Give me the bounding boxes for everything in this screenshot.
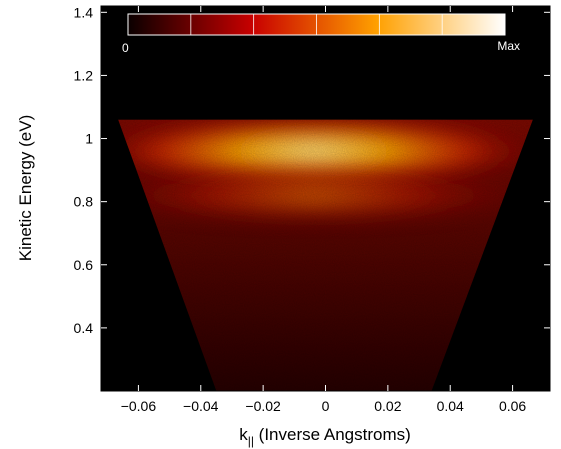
y-tick-label: 0.6 [74, 257, 94, 273]
colorbar-min-label: 0 [122, 41, 129, 55]
y-axis: 0.4 0.6 0.8 1 1.2 1.4 [74, 4, 550, 336]
x-tick-label: −0.02 [245, 398, 281, 414]
colorbar-max-label: Max [497, 39, 520, 53]
y-axis-label: Kinetic Energy (eV) [16, 115, 35, 261]
y-tick-label: 1.4 [74, 4, 94, 20]
x-tick-label: −0.06 [121, 398, 157, 414]
x-axis-label: k|| (Inverse Angstroms) [239, 425, 411, 448]
y-tick-label: 0.8 [74, 194, 94, 210]
y-tick-label: 0.4 [74, 320, 94, 336]
x-tick-label: 0.02 [374, 398, 401, 414]
x-axis: −0.06 −0.04 −0.02 0 0.02 0.04 0.06 [121, 6, 526, 414]
colorbar: 0 Max [122, 13, 520, 55]
y-tick-label: 1 [85, 131, 93, 147]
x-tick-label: 0.04 [437, 398, 464, 414]
y-tick-label: 1.2 [74, 67, 94, 83]
x-tick-label: 0.06 [499, 398, 526, 414]
x-tick-label: 0 [322, 398, 330, 414]
x-tick-label: −0.04 [183, 398, 219, 414]
colorbar-ticks [190, 14, 443, 35]
